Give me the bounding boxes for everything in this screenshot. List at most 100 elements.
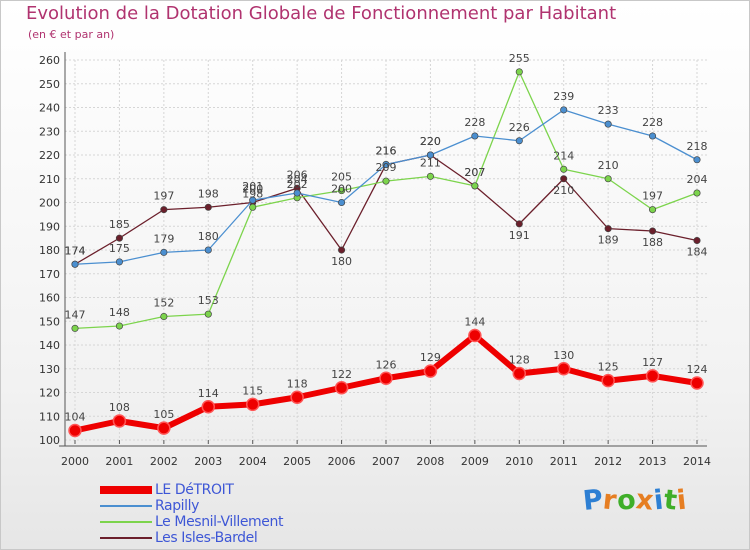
data-point <box>245 397 260 412</box>
data-point <box>112 414 127 428</box>
data-label: 200 <box>331 183 352 196</box>
data-label: 197 <box>153 190 174 203</box>
data-label: 174 <box>65 244 86 257</box>
data-label: 218 <box>687 140 708 153</box>
y-tick-label: 220 <box>39 149 60 162</box>
data-label: 118 <box>287 377 308 390</box>
data-point <box>515 137 523 145</box>
data-point <box>115 258 123 266</box>
data-label: 180 <box>331 255 352 268</box>
data-point <box>515 220 523 228</box>
data-label: 201 <box>242 180 263 193</box>
data-label: 220 <box>420 135 441 148</box>
data-point <box>204 203 212 211</box>
x-tick-label: 2012 <box>594 455 622 468</box>
data-point <box>601 373 615 388</box>
y-tick-label: 180 <box>39 244 60 257</box>
x-tick-label: 2007 <box>372 455 400 468</box>
legend-label: Le Mesnil-Villement <box>155 514 284 530</box>
data-point <box>560 175 568 183</box>
data-label: 126 <box>376 358 397 371</box>
data-label: 108 <box>109 401 130 414</box>
data-label: 205 <box>331 171 352 184</box>
legend-item: LE DéTROIT <box>100 482 283 498</box>
proxiti-logo: Proxiti <box>581 484 688 517</box>
chart-subtitle: (en € et par an) <box>28 28 115 41</box>
data-label: 174 <box>65 244 86 257</box>
data-point <box>649 206 657 214</box>
data-label: 148 <box>109 306 130 319</box>
data-point <box>515 68 523 76</box>
data-point <box>604 120 612 128</box>
data-point <box>71 324 79 332</box>
data-point <box>556 362 571 376</box>
y-tick-label: 130 <box>39 363 60 376</box>
legend-item: Les Isles-Bardel <box>100 530 283 546</box>
data-label: 191 <box>509 229 530 242</box>
data-label: 228 <box>642 116 663 129</box>
data-point <box>693 189 701 197</box>
data-label: 114 <box>198 387 219 400</box>
series-lines <box>68 68 704 438</box>
data-label: 197 <box>642 190 663 203</box>
data-point <box>68 423 82 438</box>
data-point <box>157 421 171 435</box>
data-point <box>512 366 527 381</box>
data-point <box>338 187 346 195</box>
y-tick-label: 120 <box>39 387 60 400</box>
data-point <box>290 390 304 404</box>
data-point <box>160 312 168 321</box>
data-point <box>115 234 123 242</box>
data-point <box>382 160 390 169</box>
data-label: 130 <box>553 349 574 362</box>
x-tick-label: 2002 <box>150 455 178 468</box>
data-label: 210 <box>553 184 574 197</box>
chart-title: Evolution de la Dotation Globale de Fonc… <box>26 3 617 24</box>
data-label: 122 <box>331 368 352 381</box>
x-tick-label: 2003 <box>194 455 222 468</box>
legend: LE DéTROIT Rapilly Le Mesnil-Villement Les … <box>100 482 283 546</box>
x-tick-label: 2011 <box>550 455 578 468</box>
data-point <box>560 106 568 114</box>
data-label: 180 <box>198 230 219 243</box>
data-point <box>293 189 301 197</box>
data-label: 198 <box>198 187 219 200</box>
y-tick-label: 160 <box>39 292 60 305</box>
data-point <box>338 246 346 254</box>
data-label: 144 <box>464 316 485 329</box>
data-label: 129 <box>420 351 441 364</box>
data-point <box>160 206 168 214</box>
data-point <box>423 364 438 378</box>
data-point <box>604 225 612 233</box>
legend-label: Les Isles-Bardel <box>155 530 258 546</box>
y-tick-label: 110 <box>39 410 60 423</box>
legend-swatch <box>100 537 152 539</box>
data-label: 147 <box>65 308 86 321</box>
data-label: 211 <box>420 156 441 169</box>
data-point <box>560 165 568 173</box>
data-point <box>338 198 346 207</box>
x-tick-label: 2014 <box>683 455 711 468</box>
x-tick-label: 2008 <box>416 455 444 468</box>
data-point <box>468 328 482 343</box>
legend-label: Rapilly <box>155 498 200 514</box>
data-label: 179 <box>153 232 174 245</box>
y-tick-label: 230 <box>39 125 60 138</box>
y-tick-label: 210 <box>39 173 60 186</box>
data-point <box>604 175 612 183</box>
data-label: 124 <box>687 363 708 376</box>
data-label: 216 <box>376 145 397 158</box>
x-tick-label: 2013 <box>639 455 667 468</box>
data-point <box>249 196 257 204</box>
data-label: 152 <box>153 297 174 310</box>
data-label: 115 <box>242 384 263 397</box>
data-label: 153 <box>198 294 219 307</box>
data-point <box>690 376 704 390</box>
data-label: 105 <box>153 408 174 421</box>
data-label: 184 <box>687 246 708 259</box>
data-label: 104 <box>65 411 86 424</box>
y-tick-label: 170 <box>39 268 60 281</box>
y-tick-label: 260 <box>39 54 60 67</box>
data-label: 127 <box>642 356 663 369</box>
